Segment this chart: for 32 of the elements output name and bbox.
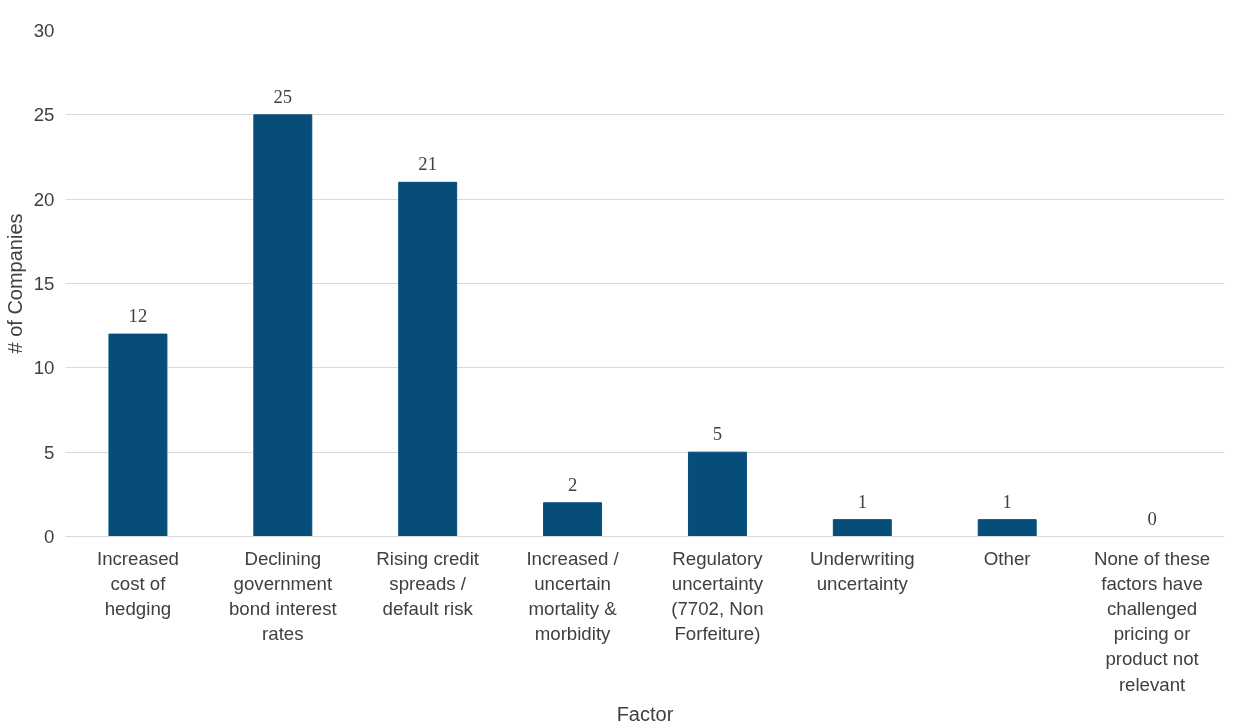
bar [832,519,892,537]
x-tick-label: Increased / uncertain mortality & morbidity [526,547,620,645]
data-label: 1 [1002,490,1012,512]
bar [253,114,313,537]
x-axis-title: Factor [616,702,674,725]
data-label: 0 [1147,507,1157,529]
x-tick-label: Rising credit spreads / default risk [376,547,480,619]
data-label: 25 [273,85,293,107]
x-tick-label: None of these factors have challenged pricing or product not relevant [1093,547,1211,695]
y-tick-label: 20 [33,188,55,210]
y-tick-label: 10 [33,357,55,379]
data-label: 2 [567,473,578,495]
y-tick-label: 0 [44,526,55,547]
x-tick-label: Increased cost of hedging [96,547,179,619]
data-label: 5 [712,423,723,445]
y-tick-label: 25 [33,104,55,126]
y-tick-label: 30 [33,20,55,41]
y-tick-label: 15 [33,273,55,294]
x-tick-label: Declining government bond interest rates [228,547,338,645]
data-label: 21 [418,153,438,175]
bar [543,502,603,537]
bar [398,181,458,537]
bar [108,333,168,537]
bar [977,519,1037,537]
y-tick-label: 5 [44,441,55,463]
y-axis-title: # of Companies [3,213,26,354]
data-label: 12 [128,305,148,327]
x-tick-label: Regulatory uncertainty (7702, Non Forfeiture) [671,547,764,645]
bar [687,451,747,537]
x-tick-label: Other [983,547,1031,569]
data-label: 1 [857,490,867,512]
x-tick-label: Underwriting uncertainty [809,547,915,594]
